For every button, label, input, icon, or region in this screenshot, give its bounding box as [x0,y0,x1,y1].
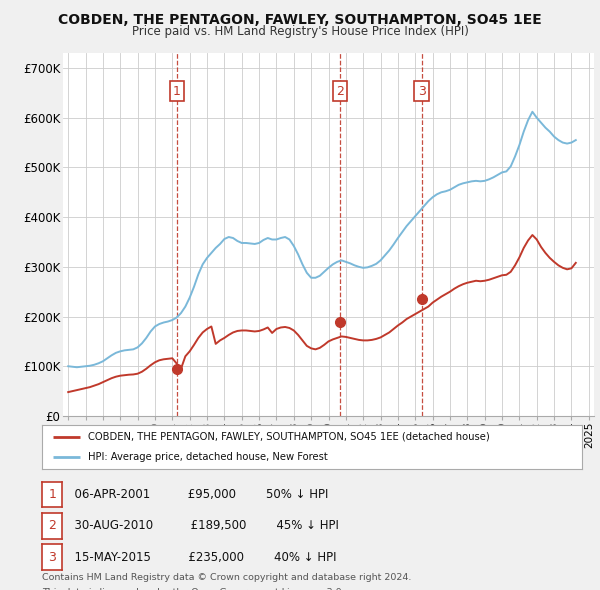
Text: Contains HM Land Registry data © Crown copyright and database right 2024.: Contains HM Land Registry data © Crown c… [42,573,412,582]
Text: 2: 2 [336,85,344,98]
Text: Price paid vs. HM Land Registry's House Price Index (HPI): Price paid vs. HM Land Registry's House … [131,25,469,38]
Text: COBDEN, THE PENTAGON, FAWLEY, SOUTHAMPTON, SO45 1EE: COBDEN, THE PENTAGON, FAWLEY, SOUTHAMPTO… [58,13,542,27]
Text: COBDEN, THE PENTAGON, FAWLEY, SOUTHAMPTON, SO45 1EE (detached house): COBDEN, THE PENTAGON, FAWLEY, SOUTHAMPTO… [88,432,490,442]
Text: 15-MAY-2015          £235,000        40% ↓ HPI: 15-MAY-2015 £235,000 40% ↓ HPI [67,550,337,563]
Text: HPI: Average price, detached house, New Forest: HPI: Average price, detached house, New … [88,452,328,462]
Text: 06-APR-2001          £95,000        50% ↓ HPI: 06-APR-2001 £95,000 50% ↓ HPI [67,488,329,501]
Text: 3: 3 [48,550,56,563]
Text: 1: 1 [48,488,56,501]
Text: This data is licensed under the Open Government Licence v3.0.: This data is licensed under the Open Gov… [42,588,344,590]
Text: 3: 3 [418,85,425,98]
Text: 30-AUG-2010          £189,500        45% ↓ HPI: 30-AUG-2010 £189,500 45% ↓ HPI [67,519,339,532]
Text: 1: 1 [173,85,181,98]
Text: 2: 2 [48,519,56,532]
